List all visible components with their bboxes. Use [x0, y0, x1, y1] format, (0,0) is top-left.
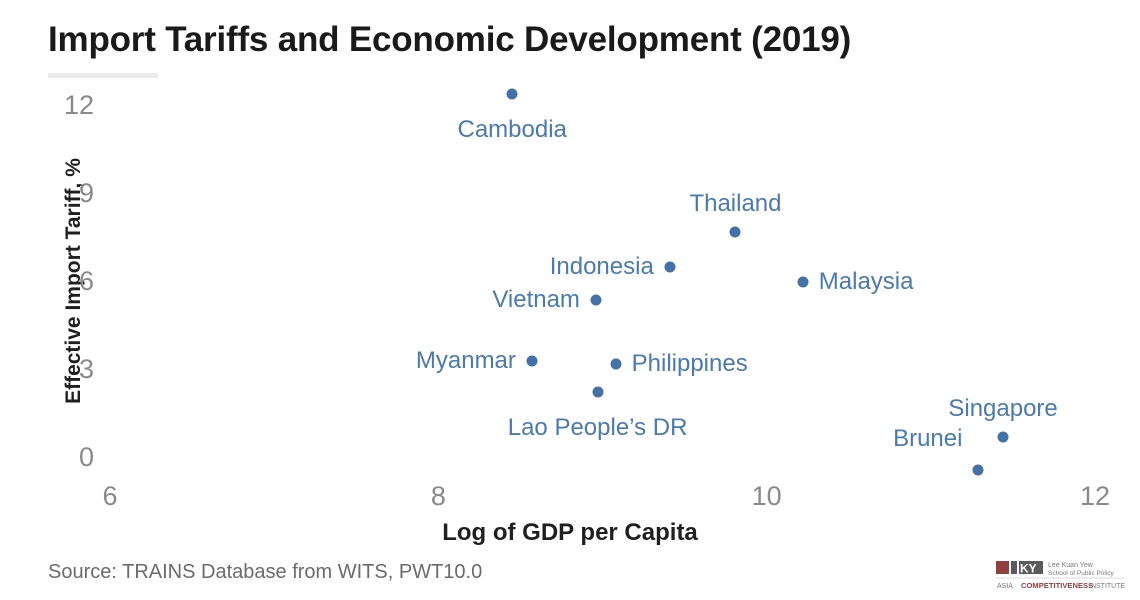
title-underline-rule — [48, 73, 158, 78]
chart-title: Import Tariffs and Economic Development … — [48, 20, 852, 59]
source-note: Source: TRAINS Database from WITS, PWT10… — [48, 561, 483, 583]
svg-text:INSTITUTE: INSTITUTE — [1089, 583, 1125, 590]
data-point[interactable] — [590, 294, 602, 306]
data-point[interactable] — [997, 431, 1009, 443]
svg-text:COMPETITIVENESS: COMPETITIVENESS — [1021, 581, 1093, 590]
svg-text:Lee Kuan Yew: Lee Kuan Yew — [1048, 562, 1094, 569]
point-label: Vietnam — [492, 286, 580, 314]
svg-text:ASIA: ASIA — [997, 583, 1013, 590]
point-label: Brunei — [893, 424, 963, 452]
data-point[interactable] — [610, 358, 622, 370]
point-label: Myanmar — [415, 347, 516, 375]
x-axis-title: Log of GDP per Capita — [442, 519, 698, 546]
point-label: Cambodia — [457, 115, 567, 143]
data-point[interactable] — [664, 261, 676, 273]
data-point[interactable] — [729, 226, 741, 238]
y-axis-tick-0: 0 — [78, 442, 94, 472]
data-point[interactable] — [506, 88, 518, 100]
x-axis-tick-12: 12 — [1079, 481, 1111, 511]
x-axis-tick-10: 10 — [751, 481, 782, 511]
x-axis-tick-6: 6 — [102, 481, 118, 511]
point-label: Thailand — [689, 190, 782, 217]
y-axis-tick-9: 9 — [78, 178, 94, 208]
y-axis-tick-12: 12 — [63, 90, 94, 120]
svg-text:KY: KY — [1020, 562, 1037, 576]
data-point[interactable] — [526, 355, 538, 367]
logo-svg: KY Lee Kuan Yew School of Public Policy … — [996, 561, 1125, 590]
point-label: Indonesia — [549, 252, 654, 280]
point-label: Malaysia — [818, 267, 914, 295]
y-axis-tick-3: 3 — [78, 354, 94, 384]
data-point[interactable] — [797, 276, 809, 288]
point-label: Singapore — [948, 395, 1058, 423]
data-point[interactable] — [592, 386, 604, 398]
svg-text:School of Public Policy: School of Public Policy — [1048, 570, 1115, 577]
data-point[interactable] — [972, 464, 984, 476]
lky-aci-logo: KY Lee Kuan Yew School of Public Policy … — [996, 559, 1126, 593]
y-axis-tick-6: 6 — [78, 266, 94, 296]
x-axis-tick-8: 8 — [430, 481, 446, 511]
point-label: Philippines — [631, 350, 748, 377]
point-label: Lao People’s DR — [507, 413, 688, 441]
